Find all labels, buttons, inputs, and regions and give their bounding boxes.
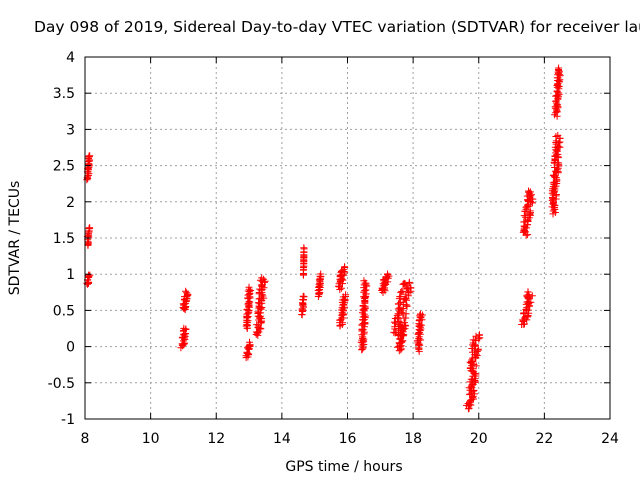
data-point	[471, 336, 479, 344]
data-point	[401, 295, 409, 303]
data-point	[549, 179, 557, 187]
data-point	[523, 292, 531, 300]
data-point	[405, 289, 413, 296]
data-point	[550, 171, 558, 179]
data-point	[256, 313, 264, 321]
data-point	[260, 278, 268, 286]
data-point	[551, 152, 559, 160]
data-point	[401, 280, 409, 288]
data-point	[245, 283, 253, 291]
data-point	[317, 270, 325, 278]
data-point	[553, 147, 561, 155]
data-point	[86, 224, 94, 232]
data-point	[342, 291, 350, 299]
x-tick-label: 16	[339, 431, 357, 447]
grid	[85, 57, 610, 419]
x-tick-label: 14	[273, 431, 291, 447]
data-point	[400, 279, 408, 287]
data-point	[85, 152, 93, 160]
y-tick-label: 2	[66, 195, 75, 211]
data-point	[526, 207, 534, 215]
data-point	[183, 292, 191, 300]
y-tick-label: 0	[66, 340, 75, 356]
y-tick-label: 3	[66, 122, 75, 138]
data-point	[555, 64, 563, 72]
data-point	[472, 332, 480, 340]
data-point	[259, 292, 267, 300]
data-point	[522, 228, 529, 236]
data-point	[407, 284, 414, 292]
data-point	[300, 293, 308, 301]
y-tick-label: 4	[66, 50, 75, 66]
axis-ticks: 8 10 12 14 16 18 20 22 24 -1 -0.5 0 0.5 1 1.5 2 2.5 3 3.5 4	[48, 50, 619, 447]
data-point	[401, 322, 409, 330]
data-point	[528, 292, 536, 300]
data-point	[182, 287, 190, 295]
y-tick-label: -1	[61, 412, 75, 428]
data-point	[418, 311, 426, 319]
data-point	[253, 329, 261, 337]
data-point	[554, 131, 562, 139]
data-point	[86, 271, 94, 279]
x-tick-label: 12	[207, 431, 225, 447]
x-tick-label: 8	[81, 431, 90, 447]
data-point	[253, 321, 261, 329]
data-point	[399, 288, 407, 296]
data-point	[474, 346, 482, 354]
data-point	[300, 244, 308, 252]
data-point	[405, 278, 413, 286]
x-axis-label: GPS time / hours	[285, 459, 402, 475]
data-point	[522, 231, 530, 239]
data-point	[390, 318, 398, 326]
data-point	[183, 289, 191, 297]
data-point	[390, 328, 398, 336]
x-tick-label: 22	[535, 431, 553, 447]
data-points	[83, 64, 564, 413]
data-point	[525, 187, 532, 195]
data-point	[519, 316, 527, 324]
data-point	[396, 304, 404, 312]
data-point	[360, 277, 368, 285]
y-tick-label: 0.5	[53, 303, 75, 319]
data-point	[552, 167, 560, 175]
data-point	[415, 341, 423, 349]
data-point	[393, 311, 401, 319]
x-tick-label: 10	[142, 431, 160, 447]
y-tick-label: 1.5	[53, 231, 75, 247]
data-point	[180, 337, 187, 345]
data-point	[180, 324, 188, 332]
data-point	[476, 331, 483, 339]
data-point	[553, 100, 561, 108]
data-point	[258, 274, 266, 282]
data-point	[384, 270, 391, 278]
y-tick-label: 2.5	[53, 159, 75, 175]
y-tick-label: 1	[66, 267, 75, 283]
data-point	[470, 342, 478, 350]
chart-title: Day 098 of 2019, Sidereal Day-to-day VTE…	[34, 18, 640, 36]
data-point	[246, 338, 253, 346]
data-point	[341, 264, 349, 271]
x-tick-label: 24	[601, 431, 619, 447]
y-tick-label: 3.5	[53, 86, 75, 102]
data-point	[526, 210, 534, 218]
data-point	[549, 207, 557, 215]
data-point	[247, 287, 255, 294]
data-point	[524, 288, 532, 296]
y-tick-label: -0.5	[48, 376, 75, 392]
y-axis-label: SDTVAR / TECUs	[7, 181, 23, 296]
x-tick-label: 18	[404, 431, 422, 447]
x-tick-label: 20	[470, 431, 488, 447]
